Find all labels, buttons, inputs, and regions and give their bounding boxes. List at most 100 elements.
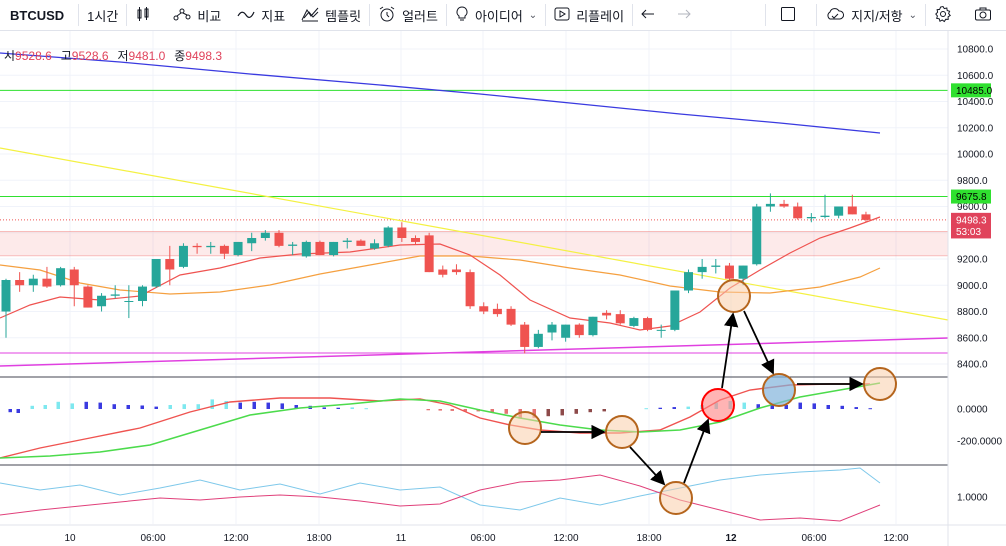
candle-down [861, 214, 871, 220]
indicators-icon [237, 6, 261, 25]
alerts-button[interactable]: 얼러트 [370, 0, 446, 30]
candle-up [1, 280, 11, 312]
macd-histogram-bar [546, 409, 550, 417]
candle-up [206, 245, 216, 248]
time-axis-label: 11 [396, 533, 407, 544]
price-axis-label: 9600.0 [957, 202, 988, 213]
macd-histogram-bar [756, 404, 760, 409]
candle-down [847, 206, 857, 215]
macd-histogram-bar [574, 409, 578, 414]
time-axis-label: 18:00 [636, 533, 661, 544]
macd-histogram-bar [588, 409, 592, 413]
support-resistance-button[interactable]: 지지/저항 ⌄ [817, 0, 925, 30]
square-icon [780, 6, 802, 25]
time-axis-label: 06:00 [801, 533, 826, 544]
support-resistance-label: 지지/저항 [851, 8, 903, 24]
camera-icon [974, 6, 998, 25]
top-toolbar: BTCUSD 1시간 비교 지표 템플릿 얼러트 아이디어 ⌄ 리플레이 [0, 0, 1006, 31]
macd-histogram-bar [84, 401, 88, 409]
ideas-button[interactable]: 아이디어 ⌄ [447, 0, 545, 30]
price-axis-label: 10400.0 [957, 97, 994, 108]
candle-down [479, 306, 489, 312]
price-axis-label: 10600.0 [957, 71, 994, 82]
candle-down [411, 238, 420, 242]
price-tag-label: 53:03 [956, 227, 981, 238]
symbol-search-button[interactable]: BTCUSD [0, 0, 78, 30]
annotation-circle [508, 411, 542, 445]
templates-icon [301, 6, 325, 25]
macd-histogram-bar [770, 404, 774, 409]
toolbar-divider [445, 4, 447, 26]
price-tag-label: 10485.0 [956, 86, 993, 97]
time-axis-label: 10 [64, 533, 76, 544]
candle-down [438, 269, 448, 275]
toolbar-divider [78, 4, 80, 26]
macd-histogram-bar [868, 408, 872, 410]
time-axis-label: 12 [725, 533, 737, 544]
macd-histogram-bar [784, 405, 788, 409]
candle-up [697, 266, 707, 273]
toolbar-divider [765, 4, 767, 26]
macd-histogram-bar [532, 409, 536, 418]
annotation-circle [762, 373, 796, 407]
macd-histogram-bar [280, 403, 284, 409]
time-axis-label: 06:00 [470, 533, 495, 544]
redo-button[interactable] [669, 0, 705, 30]
chevron-down-icon: ⌄ [528, 9, 538, 21]
candle-down [192, 245, 202, 248]
macd-histogram-bar [364, 408, 368, 410]
candle-up [342, 240, 352, 242]
candle-up [370, 243, 380, 249]
macd-histogram-bar [602, 409, 606, 412]
price-axis-label: 8600.0 [957, 333, 988, 344]
replay-button[interactable]: 리플레이 [546, 0, 632, 30]
candle-up [711, 265, 721, 267]
macd-histogram-bar [30, 405, 34, 409]
macd-histogram-bar [504, 409, 508, 414]
settings-button[interactable] [926, 0, 966, 30]
legend-open-label: 시 [4, 49, 16, 63]
candle-down [724, 265, 734, 279]
fullscreen-button[interactable] [766, 0, 816, 30]
compare-button[interactable]: 비교 [165, 0, 229, 30]
undo-button[interactable] [633, 0, 669, 30]
candle-down [793, 206, 803, 219]
candle-down [69, 269, 79, 286]
macd-histogram-bar [168, 405, 172, 409]
time-axis-label: 12:00 [553, 533, 578, 544]
templates-button[interactable]: 템플릿 [293, 0, 369, 30]
interval-button[interactable]: 1시간 [79, 0, 126, 30]
snapshot-button[interactable] [966, 0, 1006, 30]
macd-histogram-bar [8, 409, 12, 413]
trend-line-yellow [0, 147, 949, 321]
candle-up [656, 329, 666, 331]
candle-up [670, 290, 680, 330]
candle-down [15, 280, 25, 286]
price-axis-label: 10000.0 [957, 150, 994, 161]
candle-up [178, 245, 188, 267]
price-axis-label: 10200.0 [957, 123, 994, 134]
candle-up [533, 333, 543, 347]
macd-histogram-bar [238, 402, 242, 409]
moving-average-blue [0, 52, 881, 134]
candle-down [465, 272, 475, 307]
indicators-button[interactable]: 지표 [229, 0, 293, 30]
gear-icon [934, 5, 958, 26]
macd-histogram-bar [658, 407, 662, 409]
oscillator-axis-label: 1.0000 [957, 493, 988, 504]
alerts-label: 얼러트 [402, 8, 438, 24]
candle-down [42, 278, 52, 287]
candle-down [424, 235, 434, 273]
candle-down [83, 286, 93, 308]
price-axis-bg [948, 31, 1006, 546]
candle-up [820, 215, 830, 217]
chart-style-button[interactable] [127, 0, 165, 30]
candle-up [247, 238, 257, 244]
price-axis-label: 8800.0 [957, 307, 988, 318]
macd-histogram-bar [840, 405, 844, 409]
annotation-arrow [743, 310, 775, 375]
macd-histogram-bar [126, 405, 130, 409]
oscillator-line-blue [0, 467, 881, 511]
macd-histogram-bar [224, 401, 228, 409]
chart-area[interactable]: 10800.0 10600.0 10400.0 10200.0 10000.0 9800.… [0, 31, 1006, 546]
